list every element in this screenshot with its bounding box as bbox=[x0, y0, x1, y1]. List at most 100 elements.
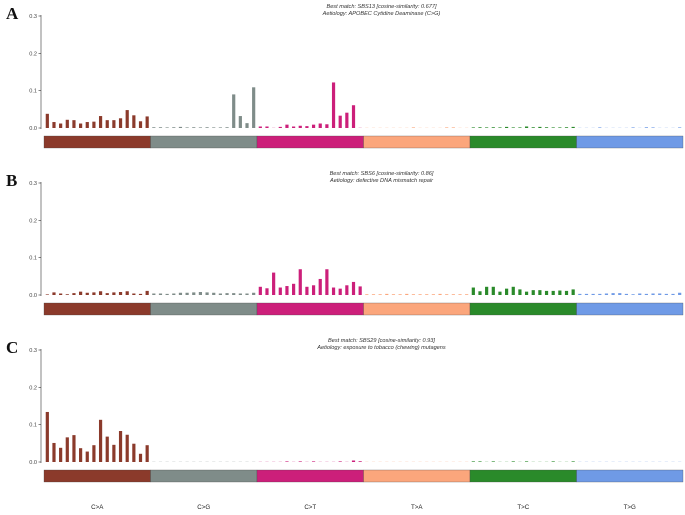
panel-b-bar-c-to-a-11 bbox=[119, 292, 122, 295]
panel-b-bar-t-to-g-8 bbox=[631, 294, 634, 295]
panel-c-bar-t-to-c-3 bbox=[492, 461, 495, 462]
panel-a-bar-t-to-g-11 bbox=[651, 127, 654, 128]
panel-b-bar-t-to-g-15 bbox=[678, 293, 681, 295]
panel-b-bar-t-to-a-11 bbox=[438, 294, 441, 295]
panel-b-y-tick-label: 0.0 bbox=[29, 293, 37, 299]
panel-a-bar-c-to-t-11 bbox=[332, 82, 335, 128]
panel-a-bar-c-to-g-7 bbox=[199, 127, 202, 128]
panel-b-strip-c-to-t bbox=[257, 303, 364, 315]
panel-c-bar-c-to-a-4 bbox=[72, 435, 75, 462]
panel-b-bar-c-to-a-5 bbox=[79, 292, 82, 295]
panel-b-bar-c-to-t-9 bbox=[319, 279, 322, 295]
panel-b-strip-c-to-g bbox=[151, 303, 258, 315]
panel-a-bar-t-to-a-13 bbox=[452, 127, 455, 128]
panel-a-strip-c-to-g bbox=[151, 136, 258, 148]
panel-c-bar-c-to-a-6 bbox=[86, 452, 89, 462]
panel-a-bar-t-to-c-12 bbox=[552, 127, 555, 128]
x-category-label-c-to-a: C>A bbox=[91, 504, 104, 510]
panel-a-bar-t-to-g-10 bbox=[645, 127, 648, 128]
panel-b-bar-c-to-a-10 bbox=[112, 292, 115, 295]
panel-b-bar-t-to-a-2 bbox=[379, 294, 382, 295]
panel-a-bar-t-to-c-10 bbox=[538, 127, 541, 128]
panel-a-strip-t-to-a bbox=[364, 136, 471, 148]
panel-a-bar-t-to-c-13 bbox=[558, 127, 561, 128]
panel-a-bar-t-to-c-9 bbox=[532, 127, 535, 128]
panel-a-bar-c-to-t-6 bbox=[299, 126, 302, 128]
panel-a-bar-c-to-t-14 bbox=[352, 105, 355, 128]
panel-b-bar-c-to-t-1 bbox=[265, 288, 268, 295]
panel-b-strip-t-to-a bbox=[364, 303, 471, 315]
panel-b-bar-t-to-g-7 bbox=[625, 294, 628, 295]
panel-c-bar-c-to-a-1 bbox=[52, 443, 55, 462]
panel-b-bar-t-to-g-14 bbox=[671, 294, 674, 295]
panel-a-bar-c-to-a-10 bbox=[112, 120, 115, 128]
panel-a-bar-c-to-t-5 bbox=[292, 127, 295, 128]
panel-c-strip-t-to-c bbox=[470, 470, 577, 482]
panel-b-bar-t-to-c-15 bbox=[572, 289, 575, 295]
panel-a-title: Best match: SBS13 [cosine-similarity: 0.… bbox=[326, 4, 437, 10]
panel-c-bar-c-to-t-6 bbox=[299, 461, 302, 462]
panel-b-subtitle: Aetiology: defective DNA mismatch repair bbox=[329, 178, 434, 184]
panel-b-bar-t-to-c-4 bbox=[498, 292, 501, 295]
panel-b-bar-c-to-t-3 bbox=[279, 288, 282, 295]
panel-b-bar-c-to-a-3 bbox=[66, 294, 69, 295]
panel-a-strip-t-to-c bbox=[470, 136, 577, 148]
panel-a-bar-t-to-c-8 bbox=[525, 127, 528, 128]
panel-b-bar-t-to-a-6 bbox=[405, 294, 408, 295]
panel-a-bar-c-to-t-0 bbox=[259, 127, 262, 128]
panel-a-bar-c-to-t-12 bbox=[339, 116, 342, 128]
panel-c-strip-t-to-a bbox=[364, 470, 471, 482]
x-category-label-c-to-g: C>G bbox=[197, 504, 210, 510]
panel-c-title: Best match: SBS29 [cosine-similarity: 0.… bbox=[328, 338, 435, 344]
panel-b-bar-t-to-c-10 bbox=[538, 290, 541, 295]
panel-b-bar-c-to-g-10 bbox=[219, 294, 222, 295]
panel-c-bar-c-to-a-12 bbox=[126, 435, 129, 462]
panel-a-bar-t-to-c-2 bbox=[485, 127, 488, 128]
panel-a-bar-c-to-t-9 bbox=[319, 124, 322, 128]
panel-b-bar-t-to-g-9 bbox=[638, 294, 641, 295]
panel-a-bar-c-to-g-9 bbox=[212, 127, 215, 128]
panel-b-bar-t-to-a-3 bbox=[385, 294, 388, 295]
panel-b-bar-t-to-c-5 bbox=[505, 289, 508, 295]
panel-a-bar-c-to-a-14 bbox=[139, 121, 142, 128]
panel-b-bar-t-to-c-7 bbox=[518, 289, 521, 295]
panel-a-bar-c-to-g-12 bbox=[232, 94, 235, 128]
panel-a-bar-c-to-g-10 bbox=[219, 127, 222, 128]
panel-a-y-tick-label: 0.2 bbox=[29, 51, 37, 57]
panel-b-bar-c-to-g-5 bbox=[186, 293, 189, 295]
panel-c-bar-c-to-a-8 bbox=[99, 420, 102, 462]
panel-b-bar-t-to-c-1 bbox=[478, 291, 481, 295]
panel-b-bar-c-to-g-8 bbox=[205, 292, 208, 295]
panel-c-bar-c-to-a-14 bbox=[139, 454, 142, 462]
panel-b-bar-c-to-a-15 bbox=[146, 291, 149, 295]
panel-a-bar-c-to-a-2 bbox=[59, 124, 62, 128]
panel-a-bar-c-to-t-3 bbox=[279, 127, 282, 128]
panel-c-bar-c-to-a-10 bbox=[112, 445, 115, 462]
panel-b-bar-c-to-a-4 bbox=[72, 293, 75, 295]
x-category-label-c-to-t: C>T bbox=[304, 504, 316, 510]
x-category-label-t-to-a: T>A bbox=[411, 504, 423, 510]
panel-b-bar-c-to-t-11 bbox=[332, 288, 335, 295]
panel-a-bar-c-to-g-0 bbox=[152, 127, 155, 128]
panel-a-strip-c-to-t bbox=[257, 136, 364, 148]
panel-b-bar-c-to-a-1 bbox=[52, 292, 55, 295]
panel-a-bar-t-to-a-12 bbox=[445, 127, 448, 128]
panel-b-bar-t-to-g-10 bbox=[645, 294, 648, 295]
panel-b-bar-t-to-c-13 bbox=[558, 291, 561, 295]
panel-b-bar-c-to-t-15 bbox=[359, 286, 362, 295]
panel-a-strip-t-to-g bbox=[577, 136, 684, 148]
panel-a-bar-c-to-a-15 bbox=[146, 116, 149, 128]
panel-a-bar-c-to-g-11 bbox=[225, 127, 228, 128]
panel-b-bar-c-to-g-15 bbox=[252, 293, 255, 295]
panel-c-bar-c-to-t-8 bbox=[312, 461, 315, 462]
panel-b-letter: B bbox=[6, 171, 17, 190]
panel-c-bar-c-to-a-0 bbox=[46, 412, 49, 462]
panel-b-bar-t-to-a-15 bbox=[465, 294, 468, 295]
panel-b-bar-t-to-g-3 bbox=[598, 294, 601, 295]
panel-b-bar-c-to-t-8 bbox=[312, 285, 315, 295]
panel-a-bar-c-to-g-5 bbox=[186, 127, 189, 128]
panel-b-bar-t-to-a-10 bbox=[432, 294, 435, 295]
panel-c-bar-c-to-a-15 bbox=[146, 445, 149, 462]
